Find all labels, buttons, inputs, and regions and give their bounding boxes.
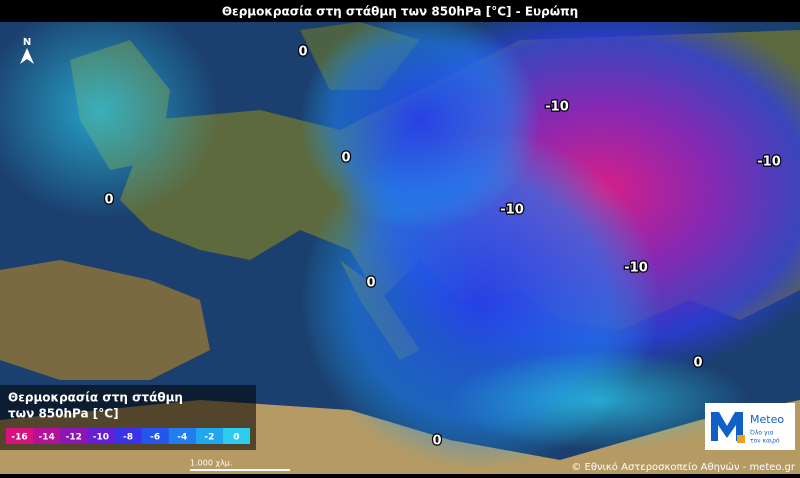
legend-swatch (195, 428, 223, 444)
legend-title: των 850hPa [°C] (8, 407, 119, 421)
contour-label: 0 (432, 434, 441, 449)
legend-tick-label: -12 (66, 433, 82, 443)
legend-swatch (141, 428, 169, 444)
legend-tick-label: -4 (177, 433, 187, 443)
legend-tick-label: -8 (123, 433, 133, 443)
legend-swatch (33, 428, 61, 444)
legend-swatch (168, 428, 196, 444)
logo-icon (711, 412, 743, 441)
contour-label: -10 (624, 261, 648, 276)
contour-label: -10 (545, 100, 569, 115)
contour-label: -10 (757, 155, 781, 170)
north-label: N (23, 37, 31, 48)
map-title: Θερμοκρασία στη στάθμη των 850hPa [°C] -… (222, 5, 578, 19)
contour-label: 0 (693, 356, 702, 371)
north-arrow (20, 48, 34, 64)
contour-label: -10 (500, 203, 524, 218)
legend-swatch (60, 428, 88, 444)
legend-tick-label: -6 (150, 433, 160, 443)
scale-label: 1.000 χλμ. (190, 459, 232, 468)
legend-tick-label: -14 (39, 433, 55, 443)
logo-tagline: τον καιρό (750, 438, 780, 445)
legend-tick-label: -10 (93, 433, 109, 443)
legend-tick-label: 0 (233, 433, 239, 443)
logo: Meteo Όλο για τον καιρό (705, 403, 795, 450)
legend-swatch (6, 428, 34, 444)
contour-labels: 0 -10 0 -10 0 -10 -10 0 0 0 (103, 43, 782, 450)
contour-label: 0 (298, 45, 307, 60)
credit: © Εθνικό Αστεροσκοπείο Αθηνών - meteo.gr (571, 461, 796, 473)
legend-title: Θερμοκρασία στη στάθμη (8, 391, 183, 405)
legend-swatch (114, 428, 142, 444)
legend-tick-label: -2 (204, 433, 214, 443)
logo-tagline: Όλο για (749, 430, 774, 437)
title-bar (0, 0, 800, 22)
logo-dot (737, 435, 745, 443)
legend-swatch (222, 428, 250, 444)
logo-name: Meteo (750, 413, 784, 426)
legend: Θερμοκρασία στη στάθμη των 850hPa [°C] -… (0, 385, 256, 450)
contour-label: 0 (104, 193, 113, 208)
contour-label: 0 (341, 151, 350, 166)
legend-swatch (87, 428, 115, 444)
contour-label: 0 (366, 276, 375, 291)
legend-tick-label: -16 (11, 433, 27, 443)
